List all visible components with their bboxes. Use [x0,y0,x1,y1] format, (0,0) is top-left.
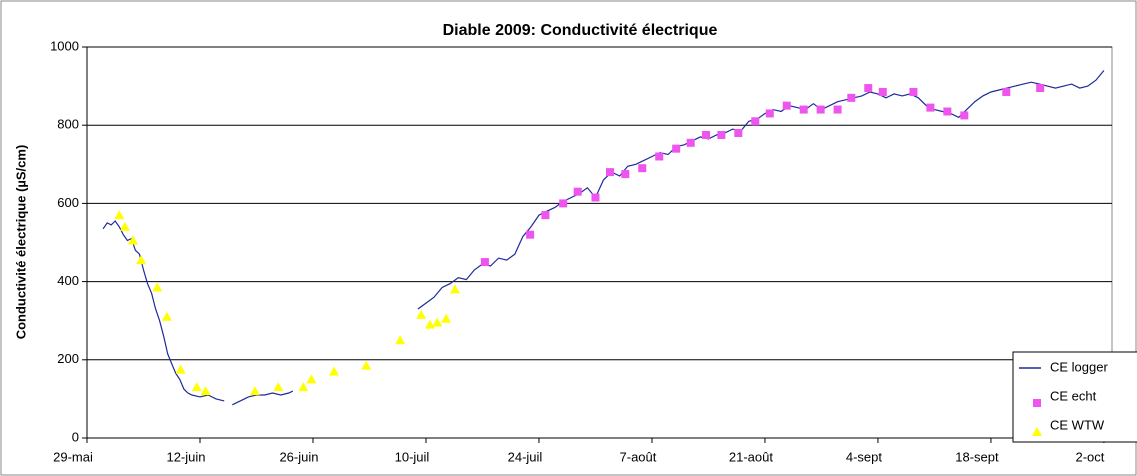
square-marker [1002,87,1011,96]
triangle-marker [161,311,172,321]
square-marker [799,105,808,114]
square-marker [591,193,600,202]
triangle-marker [395,335,406,345]
triangle-marker [152,282,163,292]
square-marker [686,138,695,147]
triangle-marker [119,221,130,231]
square-marker [621,170,630,179]
triangle-marker [273,382,284,392]
square-marker [751,117,760,126]
square-marker [926,103,935,112]
square-marker [847,93,856,102]
logger-line [102,70,1105,406]
square-marker [960,111,969,120]
square-marker [672,144,681,153]
square-marker [765,109,774,118]
x-tick-label: 2-oct [1075,449,1104,464]
triangle-marker [450,284,461,294]
triangle-marker [432,317,443,327]
square-marker [480,258,489,267]
legend-swatch [1033,399,1041,407]
triangle-marker [328,366,339,376]
square-marker [573,187,582,196]
square-marker [526,230,535,239]
x-tick-label: 10-juil [395,449,430,464]
square-marker [702,130,711,139]
triangle-marker [441,313,452,323]
triangle-marker [191,382,202,392]
square-marker [943,107,952,116]
chart-title: Diable 2009: Conductivité électrique [443,22,718,39]
x-tick-label: 21-août [729,449,773,464]
triangle-marker [175,364,186,374]
square-marker [717,130,726,139]
square-marker [1036,84,1045,93]
triangle-marker [114,210,125,220]
triangle-marker [361,360,372,370]
y-tick-label: 1000 [50,38,79,53]
x-tick-label: 24-juil [508,449,543,464]
legend-label: CE WTW [1050,417,1105,432]
y-tick-label: 0 [72,429,79,444]
y-axis-label: Conductivité électrique (µS/cm) [13,145,28,340]
square-marker [782,101,791,110]
legend-label: CE echt [1050,388,1097,403]
square-marker [655,152,664,161]
y-tick-label: 800 [57,117,79,132]
square-marker [909,87,918,96]
y-tick-label: 200 [57,351,79,366]
y-tick-label: 600 [57,195,79,210]
square-marker [605,168,614,177]
square-marker [734,129,743,138]
square-marker [864,84,873,93]
triangle-marker [249,386,260,396]
triangle-marker [416,309,427,319]
legend: CE logger CE echt CE WTW [1012,351,1137,443]
square-marker [833,105,842,114]
triangle-marker [128,235,139,245]
triangle-marker [136,255,147,265]
y-tick-label: 400 [57,273,79,288]
square-marker [638,164,647,173]
square-marker [878,87,887,96]
x-tick-label: 18-sept [955,449,999,464]
legend-swatch [1032,427,1042,436]
triangle-marker [306,374,317,384]
triangle-marker [298,382,309,392]
x-tick-label: 7-août [620,449,657,464]
square-marker [816,105,825,114]
plot-area [86,46,1113,439]
legend-box [1012,351,1137,443]
x-tick-label: 26-juin [279,449,318,464]
square-marker [559,199,568,208]
triangle-marker [200,386,211,396]
x-tick-label: 4-sept [846,449,883,464]
x-tick-label: 29-mai [53,449,93,464]
legend-label: CE logger [1050,359,1108,374]
square-marker [541,211,550,220]
x-tick-label: 12-juin [166,449,205,464]
